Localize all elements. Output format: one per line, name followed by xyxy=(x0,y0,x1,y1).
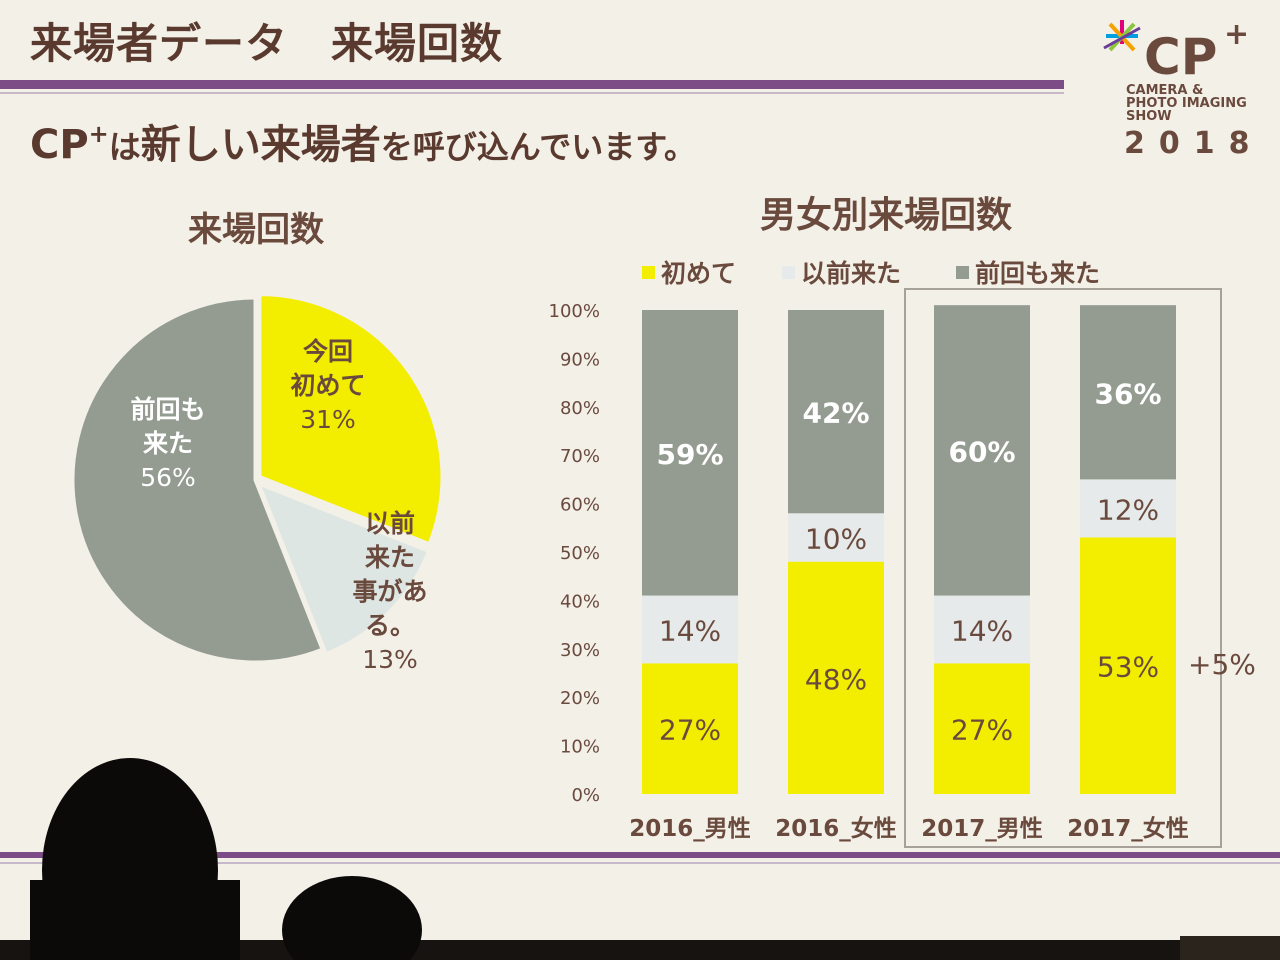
x-category-label: 2016_男性 xyxy=(629,816,751,842)
slide: 来場者データ 来場回数 CP+は新しい来場者を呼び込んでいます。 CP + CA… xyxy=(0,0,1280,940)
logo-line-1: CAMERA & xyxy=(1126,83,1204,98)
bar-segment xyxy=(934,595,1030,664)
logo-line-3: SHOW xyxy=(1126,109,1172,124)
bar-data-label: 36% xyxy=(1094,377,1161,410)
bar-segment xyxy=(788,513,884,562)
subtitle-particle: は xyxy=(108,128,141,166)
bar-data-label: 27% xyxy=(951,714,1013,747)
bar-segment xyxy=(1080,479,1176,538)
logo-cp: CP xyxy=(1144,28,1217,86)
pie-slice-label: る。 xyxy=(365,611,415,640)
subtitle-cp: CP xyxy=(30,122,89,168)
x-category-label: 2017_男性 xyxy=(921,816,1043,842)
legend-label-first-time: 初めて xyxy=(661,259,737,288)
logo-plus: + xyxy=(1224,17,1249,52)
pie-slice-label: 来た xyxy=(365,543,415,572)
logo-line-2: PHOTO IMAGING xyxy=(1126,96,1247,111)
bar-segment xyxy=(642,595,738,664)
subtitle-tail: を呼び込んでいます。 xyxy=(380,128,696,166)
pie-slice-label: 前回も xyxy=(130,395,205,424)
x-category-label: 2016_女性 xyxy=(775,815,897,842)
bar-segment xyxy=(1080,537,1176,794)
pie-slice-label: 来た xyxy=(143,429,193,458)
pie-slice xyxy=(258,293,444,546)
highlight-box-2017 xyxy=(904,288,1222,848)
bar-data-label: 59% xyxy=(656,438,723,471)
y-tick-label: 50% xyxy=(560,543,600,564)
legend-label-came-last-time: 前回も来た xyxy=(975,259,1101,288)
bar-data-label: 60% xyxy=(948,435,1015,468)
bar-segment xyxy=(642,310,738,596)
starburst-icon xyxy=(1103,20,1141,52)
bar-data-label: 10% xyxy=(805,522,867,555)
pie-slice-label: 13% xyxy=(362,645,418,674)
pie-slice xyxy=(71,296,324,664)
legend-item-came-before: 以前来た xyxy=(782,254,901,290)
annotation-increase: +5% xyxy=(1188,648,1256,681)
pie-slice-label: 以前 xyxy=(365,509,415,538)
y-tick-label: 80% xyxy=(560,398,600,419)
legend-swatch-came-before xyxy=(782,266,795,279)
legend-item-first-time: 初めて xyxy=(642,254,736,290)
pie-slice-label: 56% xyxy=(140,463,196,492)
subtitle-plus: + xyxy=(88,120,109,148)
y-tick-label: 20% xyxy=(560,688,600,709)
y-tick-label: 30% xyxy=(560,640,600,661)
pie-slice-label: 初めて xyxy=(290,371,365,400)
title-rule xyxy=(0,80,1064,89)
bar-segment xyxy=(934,305,1030,596)
bottom-rule xyxy=(0,852,1280,858)
y-tick-label: 60% xyxy=(560,495,600,516)
y-tick-label: 10% xyxy=(560,737,600,758)
y-tick-label: 100% xyxy=(549,301,600,322)
bar-segment xyxy=(934,663,1030,794)
pie-slice-label: 今回 xyxy=(303,337,353,366)
x-category-label: 2017_女性 xyxy=(1067,815,1189,842)
bar-data-label: 14% xyxy=(659,614,721,647)
bar-data-label: 27% xyxy=(659,714,721,747)
bar-segment xyxy=(642,663,738,794)
bar-data-label: 48% xyxy=(805,663,867,696)
logo-subtext: CAMERA & PHOTO IMAGING SHOW xyxy=(1126,84,1266,123)
bar-data-label: 42% xyxy=(802,397,869,430)
bar-data-label: 14% xyxy=(951,614,1013,647)
y-tick-label: 70% xyxy=(560,446,600,467)
title-rule-thin xyxy=(0,92,1064,94)
legend-swatch-came-last-time xyxy=(956,266,969,279)
pie-slice-label: 事があ xyxy=(352,577,427,606)
bar-segment xyxy=(788,310,884,514)
logo-year: 2018 xyxy=(1124,126,1264,161)
pie-slice xyxy=(256,481,431,656)
pie-slice-label: 31% xyxy=(300,405,356,434)
bar-segment xyxy=(788,561,884,794)
legend-item-came-last-time: 前回も来た xyxy=(956,254,1100,290)
slide-subtitle: CP+は新しい来場者を呼び込んでいます。 xyxy=(30,112,696,170)
legend-label-came-before: 以前来た xyxy=(801,259,902,288)
bar-data-label: 53% xyxy=(1097,651,1159,684)
bar-data-label: 12% xyxy=(1097,493,1159,526)
bottom-rule-thin xyxy=(0,862,1280,864)
bar-chart-title: 男女別来場回数 xyxy=(760,195,1013,236)
y-tick-label: 40% xyxy=(560,591,600,612)
y-tick-label: 90% xyxy=(560,349,600,370)
slide-title: 来場者データ 来場回数 xyxy=(30,19,504,68)
cp-plus-logo: CP + xyxy=(1103,17,1249,86)
legend-swatch-first-time xyxy=(642,266,655,279)
pie-chart-title: 来場回数 xyxy=(188,210,324,250)
bar-segment xyxy=(1080,305,1176,480)
y-tick-label: 0% xyxy=(571,785,600,806)
subtitle-emphasis: 新しい来場者 xyxy=(140,122,381,168)
stacked-bar-chart: 0% 10% 20% 30% 40% 50% 60% 70% 80% 90% 100% 27% 14% 5… xyxy=(549,301,1189,842)
